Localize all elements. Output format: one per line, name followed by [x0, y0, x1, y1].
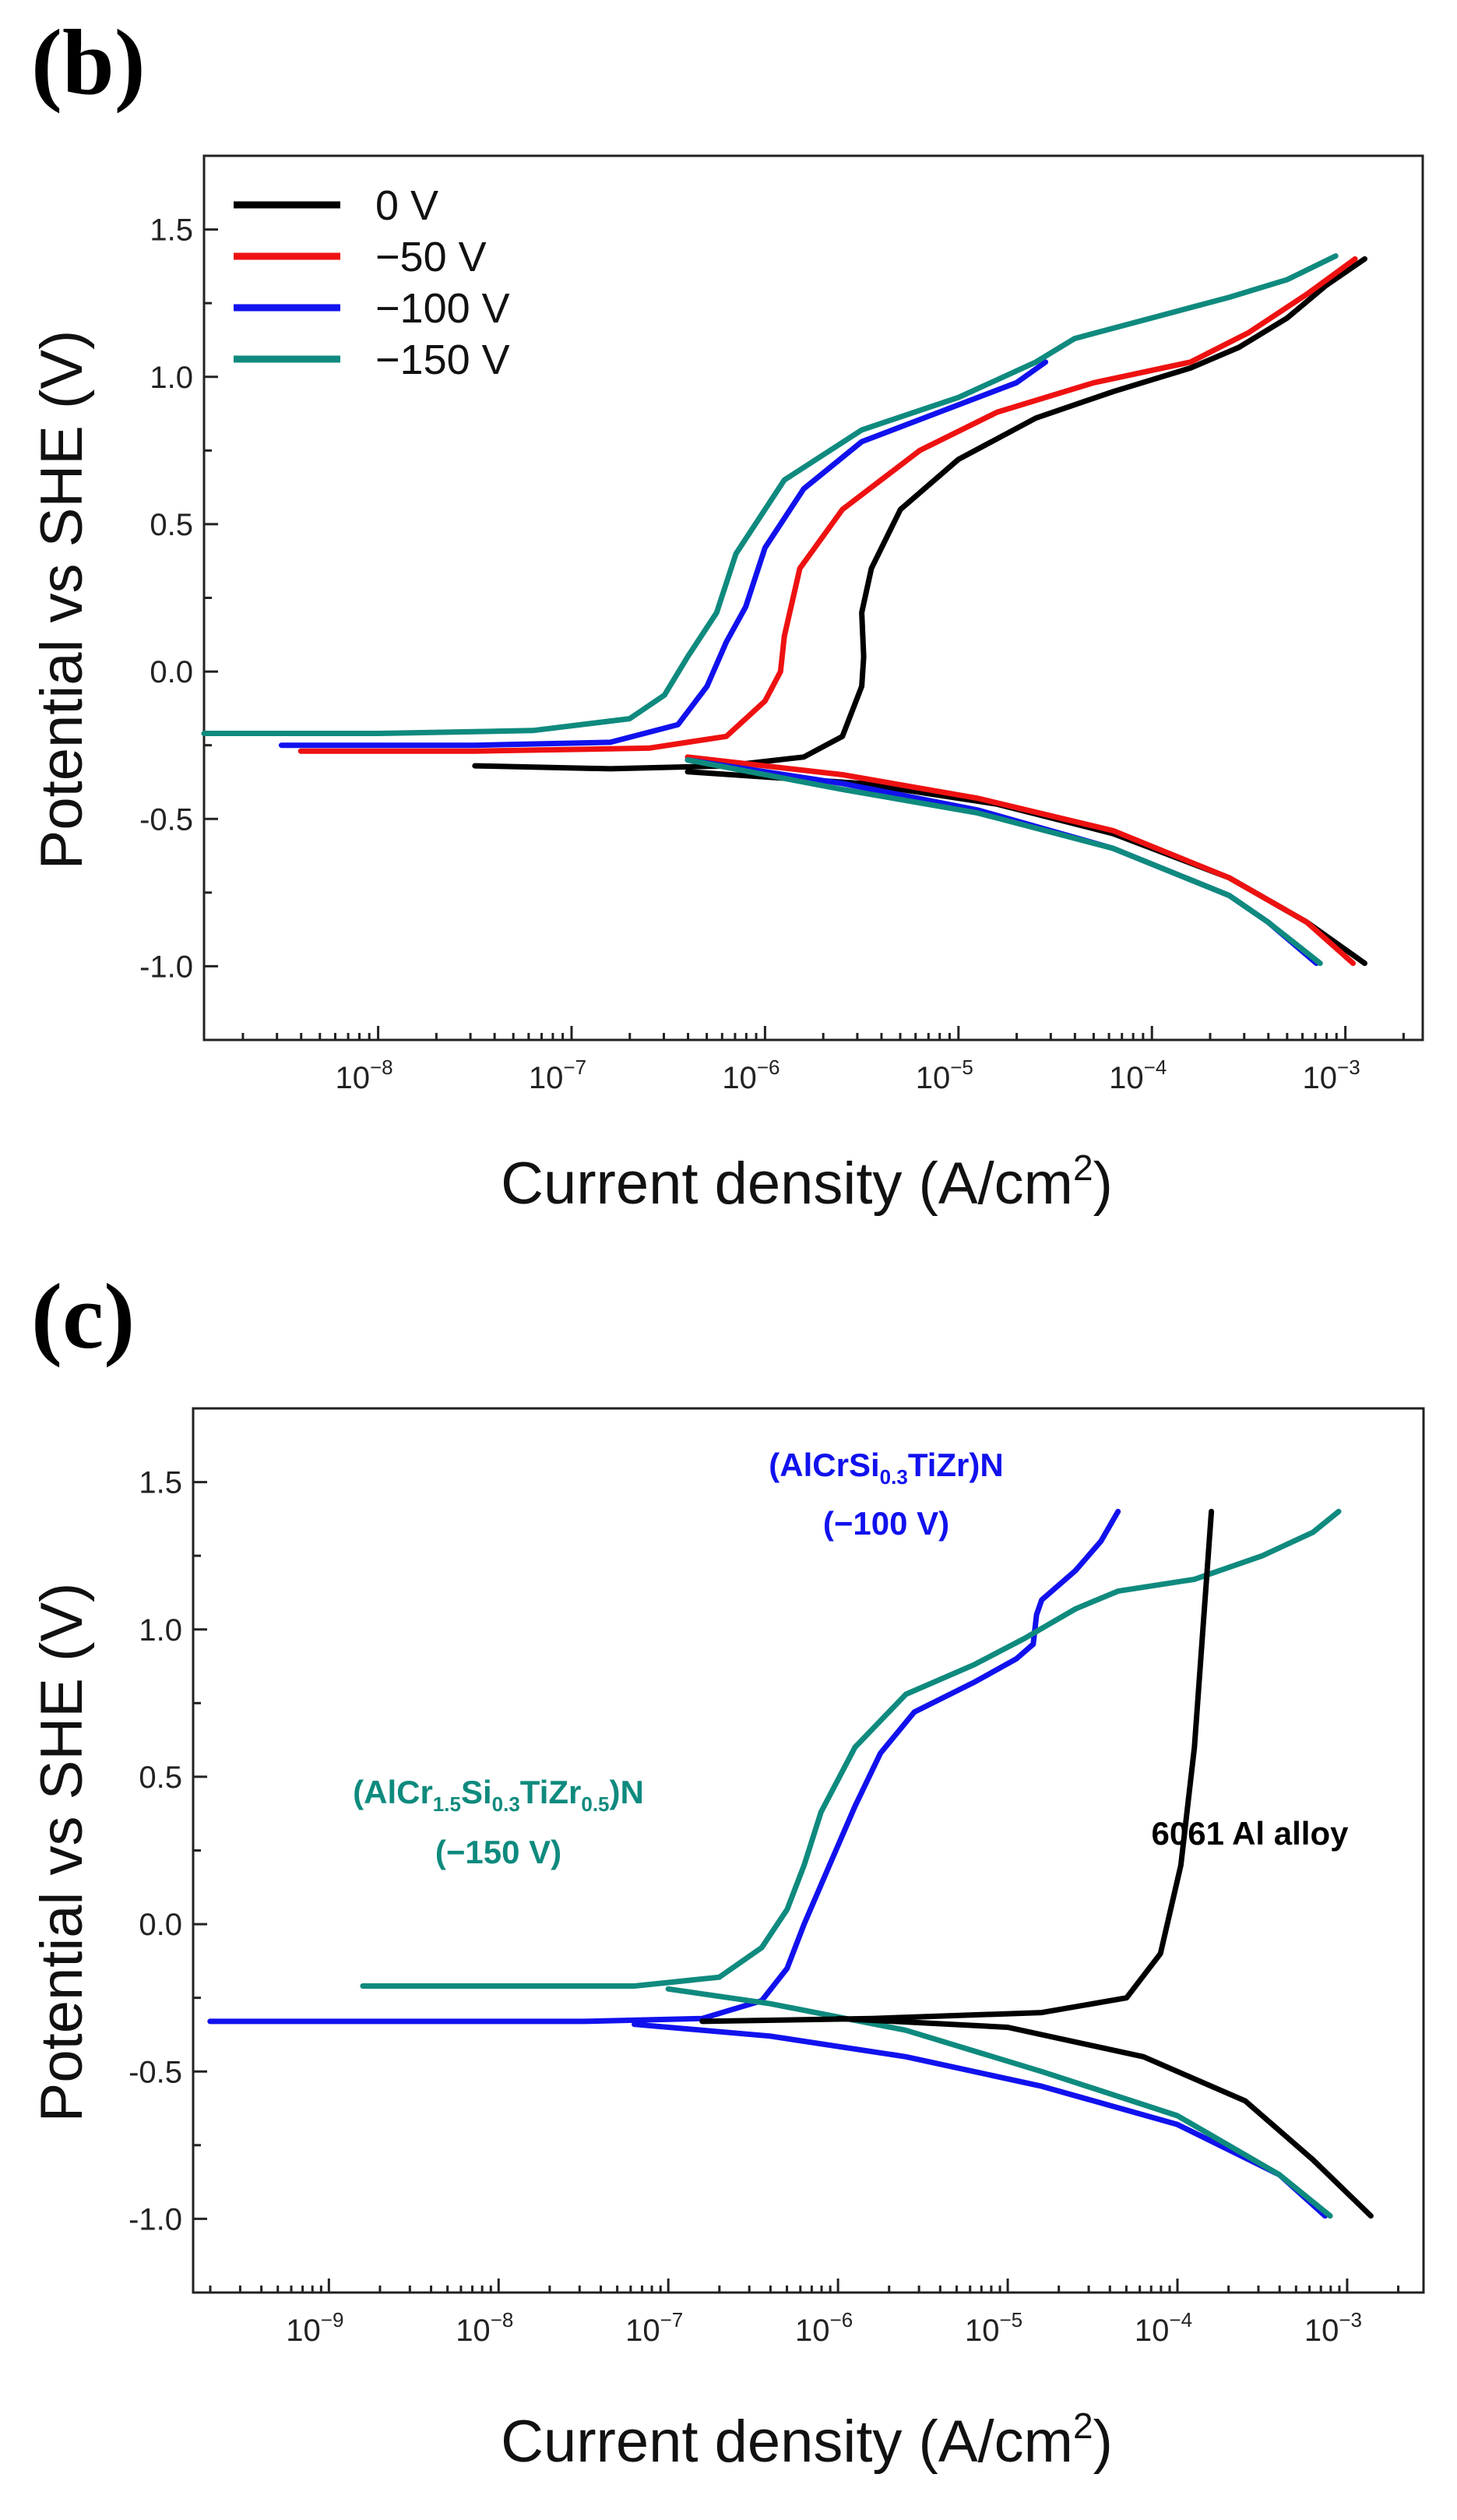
annotation-teal-bias: (−150 V) [435, 1834, 561, 1870]
x-tick-label: 10−8 [456, 2308, 513, 2348]
y-tick-label: -0.5 [139, 802, 193, 837]
y-tick-label: 1.0 [139, 1613, 182, 1648]
y-tick-label: 0.0 [150, 655, 193, 689]
series-0-anodic-curve [207, 1508, 1121, 2025]
x-tick-label: 10−5 [916, 1056, 973, 1095]
series-3-cathodic-curve [685, 757, 1323, 967]
panel-c-y-ticks: 1.5 1.0 0.5 0.0 -0.5 -1.0 [128, 1466, 207, 2236]
x-tick-label: 10−3 [1303, 1056, 1360, 1095]
annotation-teal-composition: (AlCr1.5Si0.3TiZr0.5)N [353, 1774, 644, 1816]
y-tick-label: 1.5 [150, 213, 193, 248]
panel-c-y-axis-title: Potential vs SHE (V) [29, 1583, 95, 2123]
annotation-blue-bias: (−100 V) [823, 1505, 949, 1542]
legend-label: −100 V [375, 285, 510, 332]
x-tick-label: 10−6 [795, 2308, 853, 2348]
y-tick-label: -1.0 [139, 950, 193, 984]
panel-c-x-axis-title: Current density (A/cm2) [501, 2405, 1113, 2475]
y-tick-label: 0.5 [150, 508, 193, 542]
series-0-anodic-curve [472, 256, 1367, 772]
legend-label: −50 V [375, 234, 487, 280]
series-1-anodic-curve [297, 256, 1358, 754]
panel-b-label: (b) [31, 10, 146, 114]
panel-c-x-ticks: 10−9 10−8 10−7 10−6 10−5 10−4 10−3 [209, 2279, 1400, 2348]
x-tick-label: 10−7 [625, 2308, 683, 2348]
series-0-cathodic-curve [685, 769, 1367, 967]
y-tick-label: 1.0 [150, 361, 193, 395]
legend-label: −150 V [375, 337, 510, 383]
x-tick-label: 10−4 [1135, 2308, 1192, 2348]
x-tick-label: 10−9 [286, 2308, 343, 2348]
series-3-anodic-curve [201, 253, 1339, 736]
y-tick-label: -0.5 [128, 2055, 182, 2089]
series-1-cathodic-curve [665, 1986, 1333, 2219]
series-2-anodic-curve [278, 359, 1049, 749]
panel-b-y-ticks: 1.5 1.0 0.5 0.0 -0.5 -1.0 [139, 213, 218, 984]
x-tick-label: 10−6 [722, 1056, 780, 1095]
legend-label: 0 V [375, 182, 438, 229]
y-tick-label: -1.0 [128, 2202, 182, 2236]
series-2-cathodic-curve [685, 757, 1319, 967]
series-1-cathodic-curve [685, 754, 1357, 967]
panel-c-chart: (c) 1.51.00.50.0-0.5-1.0 10−9 10−8 10−7 10−… [29, 1264, 1425, 2475]
annotation-6061-al-alloy: 6061 Al alloy [1152, 1815, 1350, 1852]
panel-b-x-ticks: 10−8 10−7 10−6 10−5 10−4 10−3 [241, 1026, 1405, 1095]
panel-b-x-axis-title: Current density (A/cm2) [501, 1147, 1113, 1217]
panel-c-curves [207, 1508, 1374, 2219]
x-tick-label: 10−5 [965, 2308, 1022, 2348]
panel-b-legend: 0 V −50 V −100 V −150 V [234, 182, 510, 383]
y-tick-label: 1.5 [139, 1466, 182, 1500]
x-tick-label: 10−7 [529, 1056, 586, 1095]
panel-b-y-axis-title: Potential vs SHE (V) [29, 330, 95, 870]
series-2-cathodic-curve [835, 2015, 1374, 2219]
panel-b-chart: (b) 1.51.00.50.0-0.5-1.0 10−8 10−7 10−6 10−… [29, 10, 1424, 1217]
x-tick-label: 10−8 [335, 1056, 392, 1095]
series-2-anodic-curve [699, 1508, 1215, 2025]
panel-c-label: (c) [31, 1264, 135, 1368]
y-tick-label: 0.5 [139, 1760, 182, 1795]
panel-b-curves [201, 253, 1367, 967]
annotation-blue-composition: (AlCrSi0.3TiZr)N [769, 1447, 1003, 1489]
x-tick-label: 10−3 [1304, 2308, 1362, 2348]
x-tick-label: 10−4 [1109, 1056, 1167, 1095]
y-tick-label: 0.0 [139, 1908, 182, 1942]
